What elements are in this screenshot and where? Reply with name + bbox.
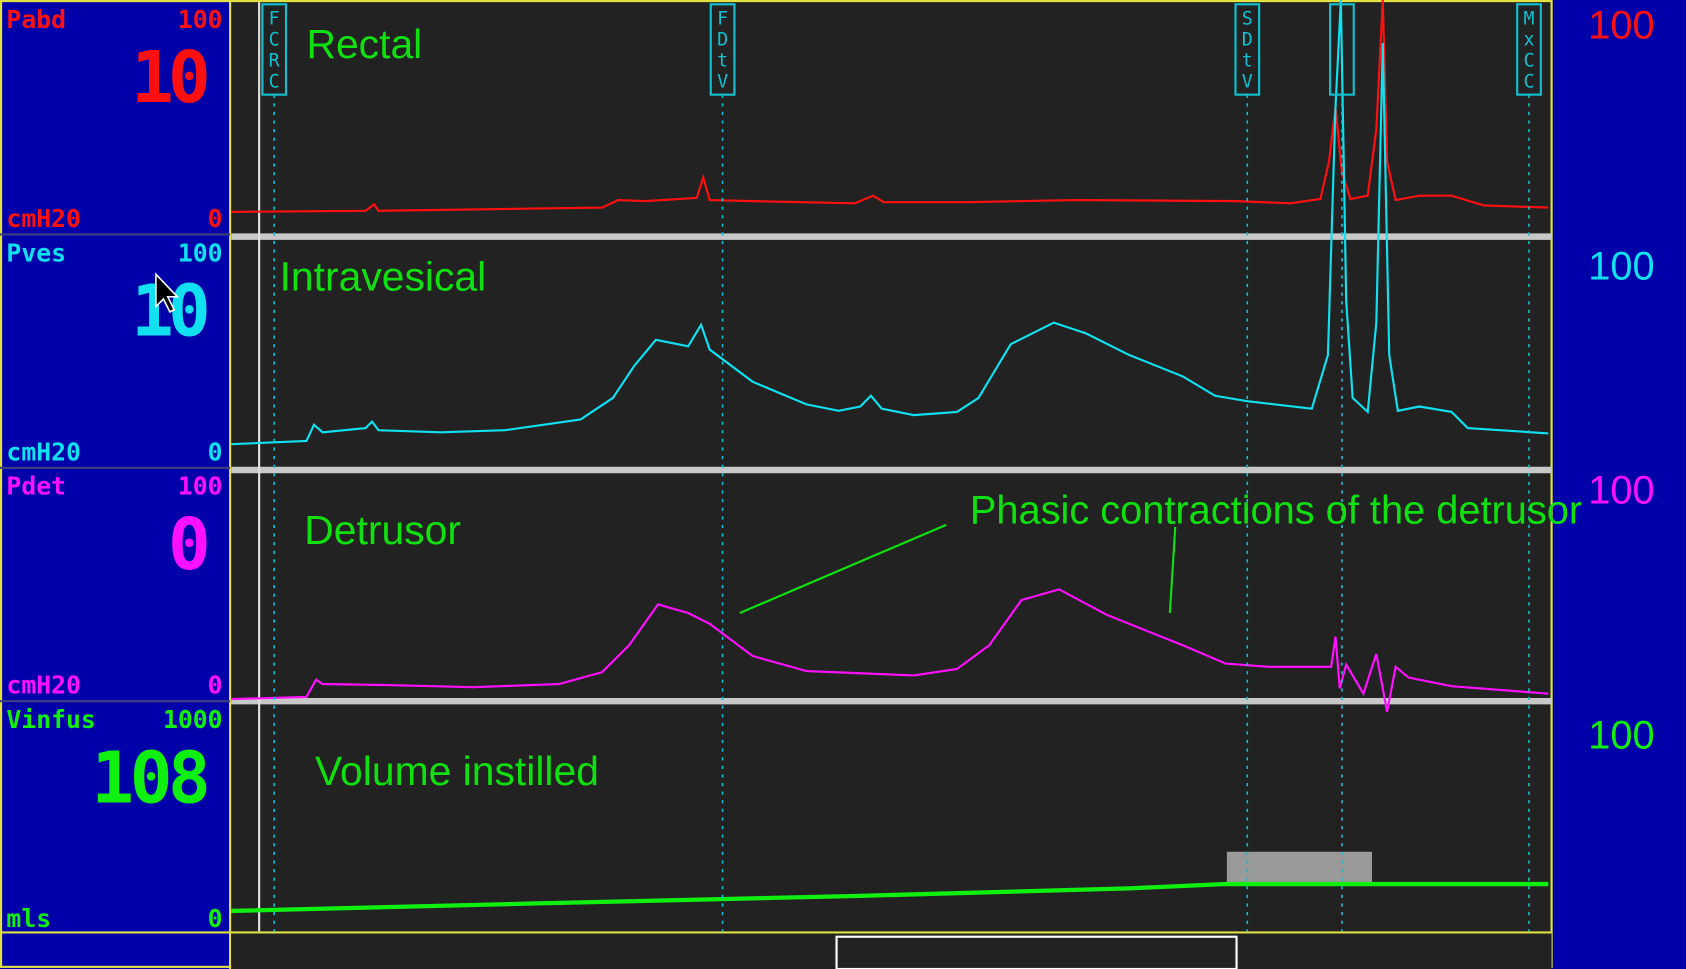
channel-value: 108 [91,736,210,819]
channel-label: Detrusor [304,507,461,553]
marker-box [1234,3,1261,96]
annotation: Phasic contractions of the detrusor [970,489,1582,533]
mouse-cursor [155,272,180,313]
channel-unit: cmH20 [6,671,80,700]
channel-unit: cmH20 [6,437,80,466]
channel-min: 0 [208,437,223,466]
channel-name: Pdet [6,472,66,501]
channel-max: 100 [178,238,223,267]
gray-box [1226,851,1373,885]
scale-label: 100 [1588,245,1654,289]
traces [231,0,1549,914]
marker-box [709,3,736,96]
marker-text: FCRC [264,9,285,93]
marker-text: SDtV [1237,9,1258,93]
channel-label: Intravesical [280,253,487,299]
channel-value: 10 [131,36,211,119]
scale-label: 100 [1588,4,1654,48]
scroll-thumb[interactable] [835,935,1238,969]
scale-label: 100 [1588,468,1654,512]
marker-box [1329,3,1355,96]
channel-min: 0 [208,204,223,233]
channel-max: 100 [178,472,223,501]
channel-name: Vinfus [6,705,95,734]
channel-unit: cmH20 [6,204,80,233]
scale-label: 100 [1588,714,1654,758]
channel-value: 0 [168,503,211,586]
channel-name: Pves [6,238,66,267]
marker-text: FDtV [712,9,733,93]
channel-max: 100 [178,5,223,34]
channel-max: 1000 [163,705,223,734]
marker-text: MxCC [1519,9,1540,93]
marker-box [1516,3,1542,96]
channel-min: 0 [208,904,223,933]
marker-box [261,3,288,96]
channel-unit: mls [6,904,51,933]
channel-name: Pabd [6,5,66,34]
plot-area [231,1,1552,932]
event-markers: FCRC FDtV SDtV MxCC [155,3,1542,932]
channel-min: 0 [208,671,223,700]
channel-label: Rectal [306,21,422,67]
channel-label: Volume instilled [315,748,599,794]
